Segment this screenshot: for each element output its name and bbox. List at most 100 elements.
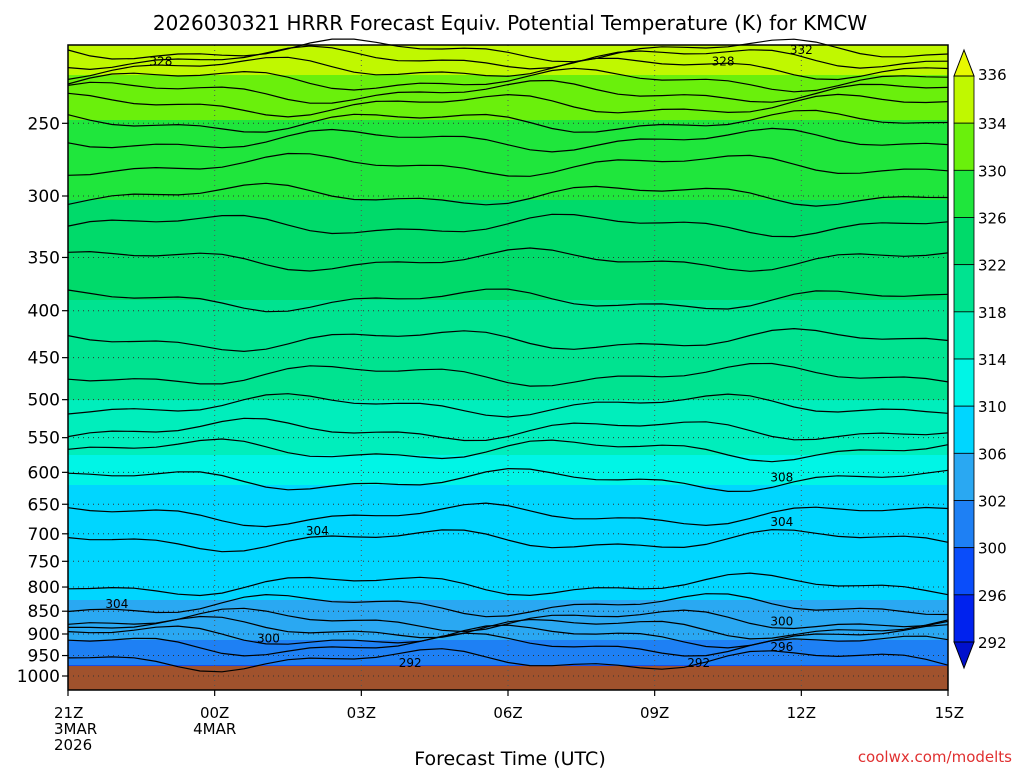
x-tick-label: 00Z xyxy=(200,704,229,722)
colorbar-label: 310 xyxy=(978,398,1007,416)
colorbar: 292 296 300 302 306 310 314 318 322 326 330 334 336 xyxy=(953,48,1007,670)
y-tick-label: 650 xyxy=(28,495,60,515)
contour-line xyxy=(67,607,949,633)
y-tick-label: 600 xyxy=(28,463,60,483)
shade-band xyxy=(68,640,948,665)
contour-label: 328 xyxy=(149,54,172,68)
colorbar-label: 306 xyxy=(978,445,1007,463)
contour-label: 292 xyxy=(687,656,710,670)
colorbar-segment xyxy=(953,169,975,218)
x-tick-label: 3MAR xyxy=(54,720,97,738)
y-tick-label: 1000 xyxy=(17,667,60,687)
contour-line xyxy=(67,327,949,353)
colorbar-label: 314 xyxy=(978,351,1007,369)
colorbar-segment xyxy=(953,405,975,454)
contour-line xyxy=(67,247,949,272)
contour-label: 300 xyxy=(770,614,793,628)
colorbar-label: 318 xyxy=(978,304,1007,322)
contour-line xyxy=(67,79,949,104)
y-tick-label: 700 xyxy=(28,525,60,545)
y-tick-label: 550 xyxy=(28,429,60,449)
contour-line xyxy=(67,288,949,313)
contour-line xyxy=(67,393,949,418)
colorbar-top-arrow xyxy=(953,48,975,77)
chart-title: 2026030321 HRRR Forecast Equiv. Potentia… xyxy=(153,11,868,35)
y-tick-label: 250 xyxy=(28,114,60,134)
contour-line xyxy=(67,502,949,528)
colorbar-segment xyxy=(953,500,975,549)
contour-line xyxy=(67,572,949,597)
colorbar-segment xyxy=(953,122,975,171)
contour-line xyxy=(67,632,949,657)
contour-line xyxy=(67,593,949,618)
contour-label: 296 xyxy=(770,640,793,654)
contour-line xyxy=(67,528,949,553)
y-tick-label: 950 xyxy=(28,647,60,667)
y-axis: 250 300 350 400 450 500 550 600 650 700 750 800 850 9… xyxy=(17,114,68,687)
colorbar-segment xyxy=(953,75,975,124)
contour-label: 304 xyxy=(770,515,793,529)
ground-fill xyxy=(68,665,948,690)
contour-line xyxy=(67,648,949,673)
colorbar-label: 334 xyxy=(978,115,1007,133)
y-tick-label: 850 xyxy=(28,602,60,622)
x-tick-label: 2026 xyxy=(54,736,92,754)
colorbar-label: 330 xyxy=(978,162,1007,180)
shade-band xyxy=(68,485,948,600)
contour-line xyxy=(67,67,949,93)
contour-line xyxy=(67,56,949,81)
plot-area xyxy=(67,44,949,691)
contour-line xyxy=(67,624,949,649)
contour-line xyxy=(67,182,949,207)
x-tick-label: 12Z xyxy=(787,704,816,722)
contour-label: 308 xyxy=(770,471,793,485)
credit-text: coolwx.com/modelts xyxy=(858,748,1012,766)
shade-band xyxy=(68,400,948,455)
contour-line xyxy=(67,152,949,177)
colorbar-label: 322 xyxy=(978,257,1007,275)
contour-label: 328 xyxy=(712,54,735,68)
colorbar-segment xyxy=(953,358,975,407)
contour-line xyxy=(67,362,949,387)
x-tick-label: 15Z xyxy=(935,704,964,722)
contour-line xyxy=(67,438,949,463)
contour-line xyxy=(67,467,949,493)
contour-lines: 328 328 332 308 304 304 304 300 300 296 292 292 xyxy=(67,38,949,673)
colorbar-segment xyxy=(953,311,975,360)
contour-line xyxy=(67,213,949,238)
colorbar-label: 300 xyxy=(978,540,1007,558)
contour-line xyxy=(67,417,949,442)
y-tick-label: 900 xyxy=(28,625,60,645)
contour-line xyxy=(68,615,949,640)
colorbar-segment xyxy=(953,217,975,266)
y-tick-label: 400 xyxy=(28,302,60,322)
colorbar-label: 292 xyxy=(978,634,1007,652)
x-tick-label: 4MAR xyxy=(193,720,236,738)
x-tick-label: 21Z xyxy=(54,704,83,722)
x-axis-title: Forecast Time (UTC) xyxy=(414,748,605,768)
colorbar-label: 302 xyxy=(978,493,1007,511)
colorbar-label: 326 xyxy=(978,210,1007,228)
contour-line xyxy=(67,92,949,118)
contour-label: 292 xyxy=(399,656,422,670)
contour-label: 304 xyxy=(306,524,329,538)
colorbar-label: 296 xyxy=(978,587,1007,605)
colorbar-segment xyxy=(953,452,975,501)
grid xyxy=(67,45,949,690)
colorbar-segment xyxy=(953,264,975,313)
y-tick-label: 450 xyxy=(28,349,60,369)
y-tick-label: 500 xyxy=(28,391,60,411)
contour-line xyxy=(67,38,949,63)
contour-label: 300 xyxy=(257,631,280,645)
colorbar-segment xyxy=(953,547,975,596)
y-tick-label: 350 xyxy=(28,248,60,268)
contour-label: 332 xyxy=(790,43,813,57)
contour-line xyxy=(67,127,949,153)
x-tick-label: 06Z xyxy=(493,704,522,722)
x-tick-label: 09Z xyxy=(640,704,669,722)
y-tick-label: 800 xyxy=(28,578,60,598)
colorbar-bottom-arrow xyxy=(953,641,975,670)
colorbar-segment xyxy=(953,594,975,643)
